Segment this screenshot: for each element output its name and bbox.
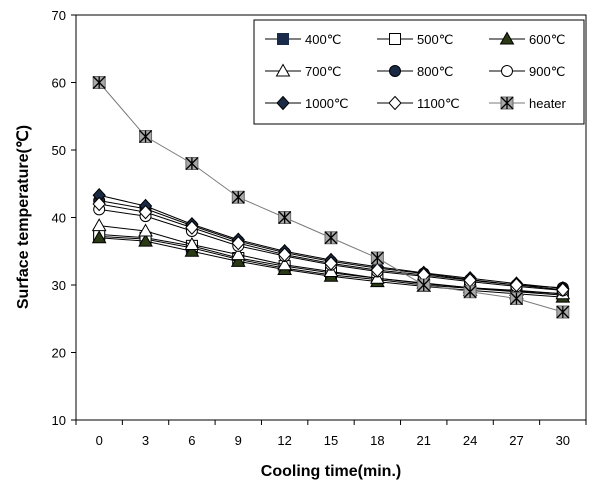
x-tick-label: 30 [556,433,570,448]
x-axis: 0 3 6 9 12 15 18 21 24 27 30 [75,420,587,448]
x-tick-label: 15 [324,433,338,448]
x-tick-label: 18 [370,433,384,448]
legend-marker [277,33,289,45]
legend-marker [389,65,401,77]
data-point [185,157,199,170]
data-point [230,253,246,267]
y-axis: 10 20 30 40 50 60 70 [52,8,76,428]
x-tick-label: 24 [463,433,477,448]
data-point [463,285,477,299]
legend-marker [499,31,515,45]
legend-item: 800℃ [377,64,453,79]
x-tick-label: 0 [96,433,103,448]
y-tick-label: 20 [52,346,66,361]
data-point [277,257,292,271]
data-point [556,305,570,319]
data-point [278,211,292,224]
data-point [138,204,153,220]
legend-label: 400℃ [305,32,341,47]
data-point [277,247,292,262]
data-point [417,278,431,292]
legend-marker [275,63,291,77]
x-tick-label: 3 [142,433,149,448]
legend-item: 400℃ [265,32,341,47]
legend-item: 500℃ [377,32,453,47]
data-point [184,243,200,257]
legend-box [253,19,585,125]
data-point [185,220,199,235]
data-point [231,190,245,204]
data-point [91,230,107,244]
legend-marker [500,96,514,110]
data-point [138,223,153,237]
data-point [231,235,245,251]
data-point [91,218,107,232]
x-axis-title: Cooling time(min.) [261,463,401,480]
y-tick-label: 10 [52,413,66,428]
series-heater [92,76,570,319]
y-tick-label: 70 [52,8,66,23]
data-point [139,130,153,143]
y-tick-label: 50 [52,143,66,158]
data-point [92,76,106,89]
legend-label: 600℃ [529,32,565,47]
series-1100℃ [92,196,570,297]
data-point [324,256,338,271]
legend-label: 500℃ [417,32,453,47]
x-tick-label: 12 [277,433,291,448]
legend-item: 1100℃ [377,95,460,111]
y-tick-label: 60 [52,76,66,91]
legend-label: 800℃ [417,64,453,79]
legend-item: 900℃ [489,64,565,79]
data-point [138,233,153,247]
data-point [230,247,246,261]
data-point [556,282,570,297]
y-tick-label: 40 [52,211,66,226]
data-point [509,292,523,305]
x-tick-label: 9 [235,433,242,448]
x-tick-label: 21 [416,433,430,448]
legend-label: heater [529,96,567,111]
data-point [370,262,385,278]
legend-label: 700℃ [305,64,341,79]
x-tick-label: 27 [509,433,523,448]
data-point [92,196,106,212]
x-tick-label: 6 [188,433,195,448]
legend-item: 700℃ [265,63,341,79]
legend-items: 400℃ 500℃ 600℃ 700℃ 800℃ 900℃ 1000℃ 1100℃ heater [265,31,567,111]
data-point [324,231,338,245]
legend-marker [389,33,401,45]
y-axis-title: Surface temperature(℃) [15,125,32,309]
legend-label: 1100℃ [417,96,460,111]
legend-item: 1000℃ [265,95,349,111]
data-point [184,236,200,250]
data-point [509,277,524,293]
data-point [370,251,384,265]
legend-item: 600℃ [489,31,565,47]
series-layer [91,76,571,319]
y-tick-label: 30 [52,278,66,293]
legend-label: 1000℃ [305,96,349,111]
legend-marker [276,95,290,111]
legend-marker [388,95,402,111]
legend-item: heater [489,96,567,111]
legend: 400℃ 500℃ 600℃ 700℃ 800℃ 900℃ 1000℃ 1100℃ heater [253,19,585,125]
legend-marker [501,65,513,77]
legend-label: 900℃ [529,64,565,79]
